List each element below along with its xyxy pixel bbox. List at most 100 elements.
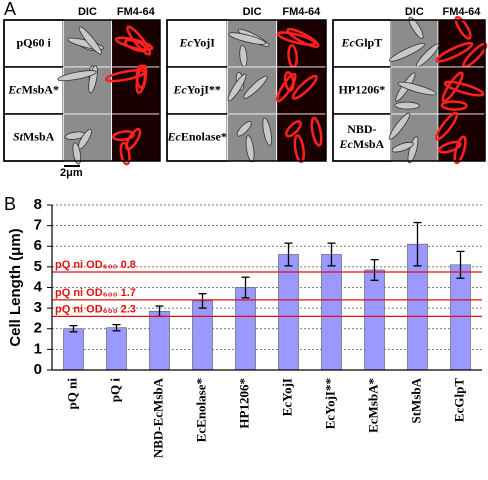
micrograph-cell — [243, 75, 268, 99]
x-tick-label: HP1206* — [236, 378, 251, 429]
micrograph-cell — [397, 81, 437, 96]
micrograph-cell — [434, 111, 459, 141]
label-part: NBD- — [347, 122, 376, 136]
error-bar — [112, 323, 121, 332]
y-axis-label: Cell Length (μm) — [7, 228, 24, 346]
micrograph-cell — [394, 101, 420, 110]
micrograph-cell — [293, 134, 306, 164]
label-part: HP1206* — [339, 82, 386, 96]
bar — [192, 300, 213, 371]
label-part: YojI** — [187, 82, 221, 96]
row-label: EcEnolase* — [167, 129, 227, 143]
reference-label: pQ ni OD₆₀₀ 0.8 — [55, 259, 136, 271]
label-cell — [332, 113, 392, 162]
micrograph-cell — [78, 26, 102, 55]
error-bar — [198, 293, 207, 309]
column-header: DIC — [243, 6, 262, 18]
label-part: Ec — [341, 35, 356, 49]
label-part: Ec — [179, 35, 194, 49]
micrograph-cell — [227, 73, 247, 102]
label-part: MsbA — [23, 129, 55, 143]
micrograph-cell — [388, 42, 426, 62]
micrograph-cell — [276, 31, 317, 46]
bar — [149, 310, 170, 371]
error-bar — [69, 325, 78, 333]
label-part: Ec — [167, 129, 182, 143]
label-part: Enolase* — [181, 129, 227, 143]
bar — [106, 327, 127, 371]
micrograph-cell — [119, 141, 131, 166]
label-part: YojI — [193, 35, 215, 49]
micrograph-cell — [440, 100, 468, 111]
x-tick-label: NBD-EcMsbA — [150, 377, 165, 458]
micrograph-cell — [454, 15, 472, 40]
row-label: pQ60 i — [16, 35, 51, 49]
column-header: FM4-64 — [117, 6, 156, 18]
error-bar — [413, 221, 422, 267]
bar — [450, 264, 471, 371]
column-header: DIC — [405, 6, 424, 18]
micrograph-cell — [286, 27, 320, 48]
panel-label: B — [4, 194, 16, 214]
column-header: DIC — [78, 6, 97, 18]
x-tick-label: EcYojI — [279, 378, 294, 416]
x-tick-label: pQ ni — [64, 378, 79, 410]
micrograph-cell — [228, 32, 267, 45]
reference-label: pQ ni OD₆₀₀ 2.3 — [55, 303, 136, 315]
micrograph-cell — [391, 141, 414, 153]
y-tick-label: 7 — [34, 217, 42, 234]
error-bar — [370, 259, 379, 281]
bar — [364, 269, 385, 371]
label-part: MsbA — [353, 137, 385, 151]
y-tick-label: 2 — [34, 320, 42, 337]
micrograph-cell — [291, 74, 318, 100]
micrograph-cell — [135, 64, 148, 95]
micrograph-cell — [285, 120, 302, 138]
row-label: NBD- — [347, 122, 376, 136]
column-header: FM4-64 — [442, 6, 481, 18]
error-bar — [241, 276, 250, 299]
micrograph-cell — [443, 80, 485, 97]
x-tick-label: StMsbA — [408, 377, 423, 423]
error-bar — [456, 250, 465, 279]
micrograph-cell — [126, 25, 152, 56]
micrograph-cell — [388, 112, 411, 140]
error-bar — [327, 242, 336, 267]
x-tick-label: EcEnolase* — [193, 378, 208, 442]
y-tick-label: 8 — [34, 196, 42, 213]
micrograph-cell — [407, 136, 419, 164]
micrograph-cell — [262, 117, 272, 146]
y-tick-label: 3 — [34, 299, 42, 316]
micrograph-cell — [275, 72, 297, 103]
bar — [63, 328, 84, 371]
fm-image — [276, 113, 327, 162]
label-cell — [166, 66, 229, 115]
micrograph-cell — [112, 130, 135, 142]
y-tick-label: 5 — [34, 258, 42, 275]
y-tick-label: 6 — [34, 237, 42, 254]
micrograph-cell — [72, 142, 82, 165]
label-part: St — [13, 129, 24, 143]
label-part: GlpT — [355, 35, 382, 49]
row-label: EcYojI** — [173, 82, 221, 96]
row-label: EcMsbA* — [7, 82, 59, 96]
group-frame — [332, 19, 486, 162]
micrograph-cell — [104, 68, 146, 83]
group-frame — [3, 19, 161, 162]
y-tick-label: 0 — [34, 361, 42, 378]
row-label: HP1206* — [339, 82, 386, 96]
x-tick-label: EcYojI** — [322, 378, 337, 429]
label-part: Ec — [7, 82, 22, 96]
row-label: EcMsbA — [339, 137, 385, 151]
micrograph-cell — [245, 135, 255, 163]
micrograph-cell — [114, 36, 154, 51]
micrograph-cell — [310, 116, 323, 147]
panel-label: A — [4, 0, 16, 19]
label-part: MsbA* — [22, 82, 59, 96]
x-tick-label: pQ i — [107, 378, 122, 403]
x-tick-label: EcMsbA* — [365, 378, 380, 433]
label-part: Ec — [339, 137, 354, 151]
micrograph-cell — [437, 140, 462, 154]
micrograph-cell — [435, 41, 474, 63]
